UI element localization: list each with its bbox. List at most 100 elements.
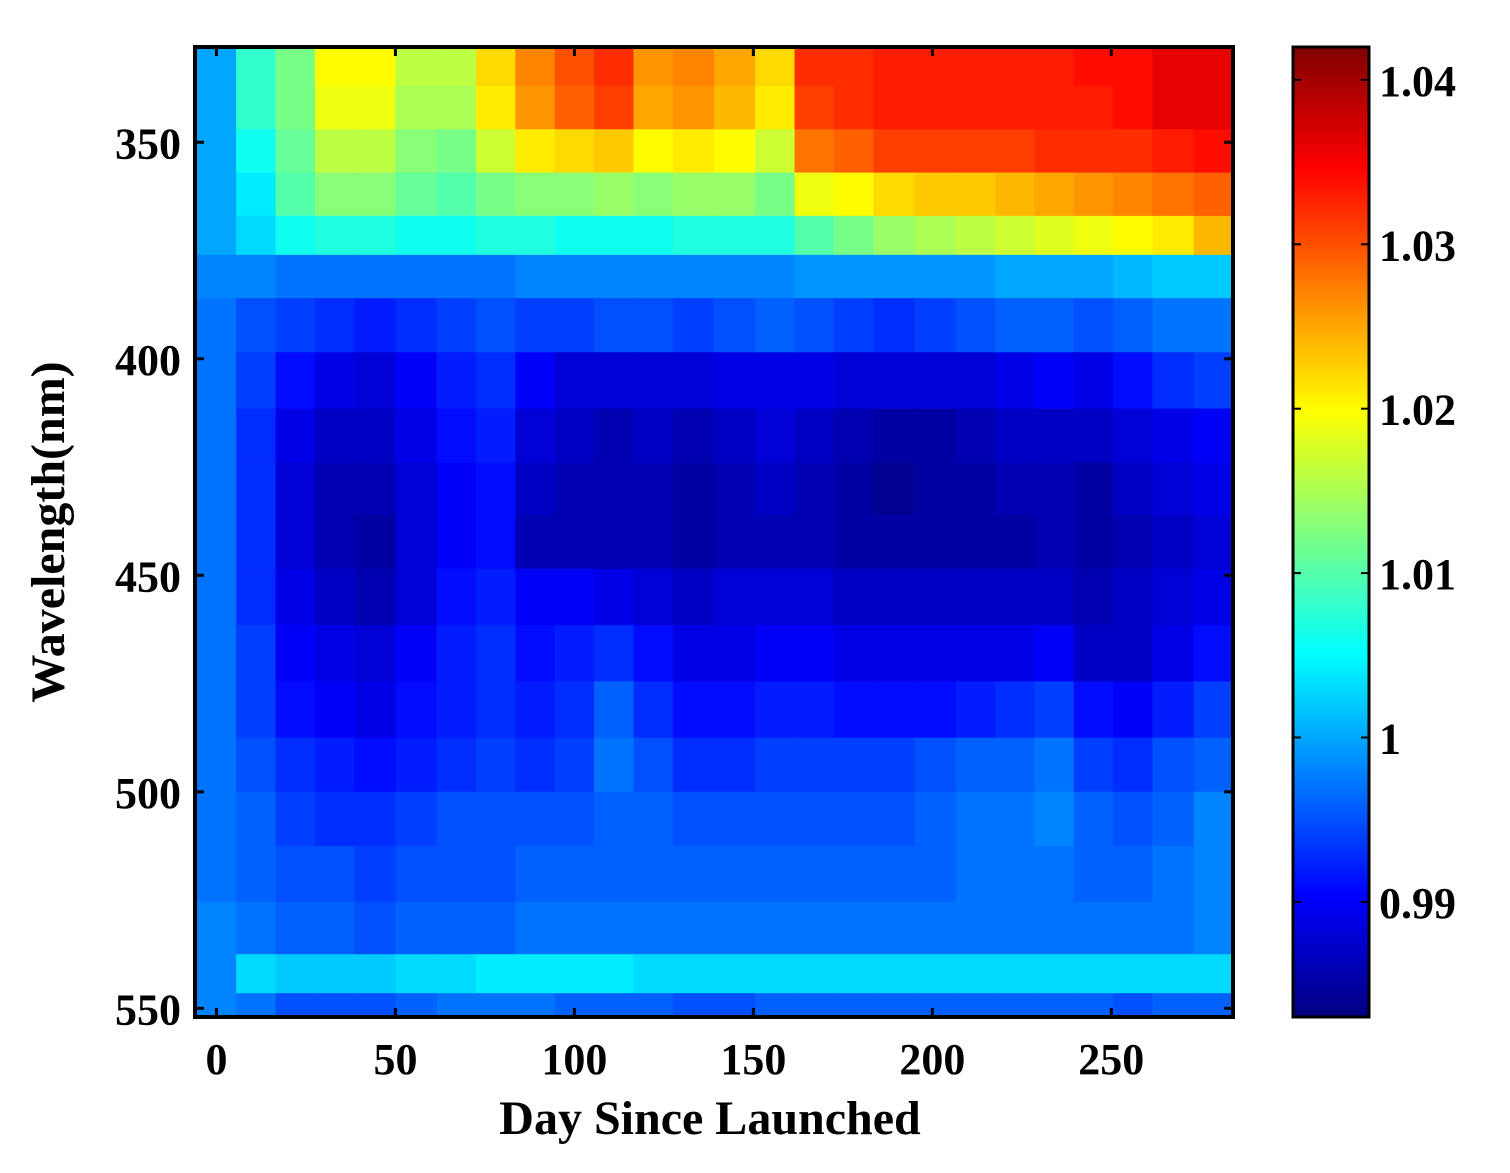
- heatmap-cell: [672, 254, 715, 299]
- heatmap-cell: [475, 514, 516, 570]
- x-tick-label: 200: [899, 1035, 965, 1084]
- heatmap-cell: [594, 993, 635, 1017]
- heatmap-cell: [914, 954, 957, 994]
- heatmap-cell: [1193, 845, 1233, 903]
- heatmap-cell: [955, 462, 996, 516]
- heatmap-cell: [755, 681, 796, 739]
- heatmap-cell: [833, 215, 874, 256]
- heatmap-cell: [1152, 85, 1195, 130]
- heatmap-cell: [1034, 737, 1075, 793]
- heatmap-cell: [833, 681, 874, 739]
- heatmap-cell: [994, 902, 1035, 955]
- heatmap-cell: [1152, 298, 1195, 353]
- heatmap-cell: [1034, 791, 1075, 847]
- heatmap-cell: [354, 298, 397, 353]
- heatmap-cell: [395, 791, 438, 847]
- heatmap-cell: [594, 737, 635, 793]
- heatmap-cell: [955, 408, 996, 464]
- heatmap-cell: [195, 408, 237, 464]
- heatmap-cell: [236, 47, 277, 87]
- heatmap-cell: [1152, 791, 1195, 847]
- heatmap-cell: [236, 298, 277, 353]
- heatmap-cell: [714, 791, 756, 847]
- heatmap-cell: [236, 352, 277, 410]
- heatmap-cell: [314, 298, 355, 353]
- heatmap-cell: [475, 845, 516, 903]
- heatmap-cell: [554, 737, 595, 793]
- heatmap-cell: [554, 85, 595, 130]
- heatmap-cell: [672, 172, 715, 217]
- heatmap-cell: [354, 625, 397, 682]
- heatmap-cell: [436, 902, 477, 955]
- heatmap-cell: [1073, 954, 1114, 994]
- heatmap-cell: [395, 129, 438, 174]
- heatmap-cell: [275, 737, 316, 793]
- heatmap-cell: [1034, 568, 1075, 626]
- heatmap-cell: [1073, 514, 1114, 570]
- heatmap-cell: [1152, 47, 1195, 87]
- colorbar-tick-label: 1.02: [1379, 386, 1456, 435]
- heatmap-cell: [994, 47, 1035, 87]
- heatmap-cell: [475, 954, 516, 994]
- heatmap-cell: [955, 215, 996, 256]
- heatmap-cell: [436, 129, 477, 174]
- heatmap-cell: [1152, 568, 1195, 626]
- heatmap-cell: [794, 737, 835, 793]
- heatmap-cell: [314, 737, 355, 793]
- heatmap-cell: [395, 462, 438, 516]
- heatmap-cell: [633, 47, 674, 87]
- heatmap-cell: [314, 129, 355, 174]
- heatmap-cell: [755, 298, 796, 353]
- heatmap-cell: [475, 352, 516, 410]
- heatmap-cell: [794, 352, 835, 410]
- heatmap-cell: [994, 993, 1035, 1017]
- heatmap-cell: [195, 298, 237, 353]
- heatmap-cell: [994, 85, 1035, 130]
- heatmap-cell: [475, 681, 516, 739]
- heatmap-cell: [275, 172, 316, 217]
- heatmap-cell: [436, 215, 477, 256]
- heatmap-cell: [275, 254, 316, 299]
- colorbar: [1291, 45, 1371, 1019]
- heatmap-cell: [794, 791, 835, 847]
- heatmap-cell: [515, 791, 556, 847]
- heatmap-cell: [594, 954, 635, 994]
- heatmap-cell: [1113, 993, 1154, 1017]
- heatmap-cell: [436, 352, 477, 410]
- heatmap-cell: [236, 254, 277, 299]
- heatmap-cell: [236, 902, 277, 955]
- heatmap-cell: [1193, 352, 1233, 410]
- heatmap-cell: [914, 408, 957, 464]
- heatmap-cell: [714, 408, 756, 464]
- heatmap-cell: [554, 902, 595, 955]
- heatmap-cell: [755, 352, 796, 410]
- heatmap-cell: [594, 462, 635, 516]
- heatmap-cell: [955, 568, 996, 626]
- heatmap-cell: [515, 129, 556, 174]
- heatmap-cell: [195, 352, 237, 410]
- heatmap-cell: [1113, 737, 1154, 793]
- colorbar-tick-label: 1.01: [1379, 550, 1456, 599]
- heatmap-cell: [633, 215, 674, 256]
- heatmap-cell: [1193, 954, 1233, 994]
- heatmap-cell: [275, 514, 316, 570]
- heatmap-cell: [1113, 568, 1154, 626]
- heatmap-cell: [314, 85, 355, 130]
- heatmap-cell: [1193, 215, 1233, 256]
- heatmap-cell: [436, 993, 477, 1017]
- heatmap-cell: [1193, 737, 1233, 793]
- heatmap-cell: [236, 514, 277, 570]
- heatmap-cell: [594, 514, 635, 570]
- heatmap-cell: [955, 85, 996, 130]
- heatmap-cell: [275, 85, 316, 130]
- heatmap-cell: [395, 902, 438, 955]
- heatmap-cell: [1034, 47, 1075, 87]
- heatmap-cell: [275, 352, 316, 410]
- heatmap-cell: [794, 215, 835, 256]
- heatmap-cell: [1034, 845, 1075, 903]
- plot-frame: [193, 45, 1235, 1019]
- heatmap-cell: [554, 215, 595, 256]
- heatmap-cell: [755, 129, 796, 174]
- heatmap-cell: [794, 172, 835, 217]
- heatmap-cell: [236, 408, 277, 464]
